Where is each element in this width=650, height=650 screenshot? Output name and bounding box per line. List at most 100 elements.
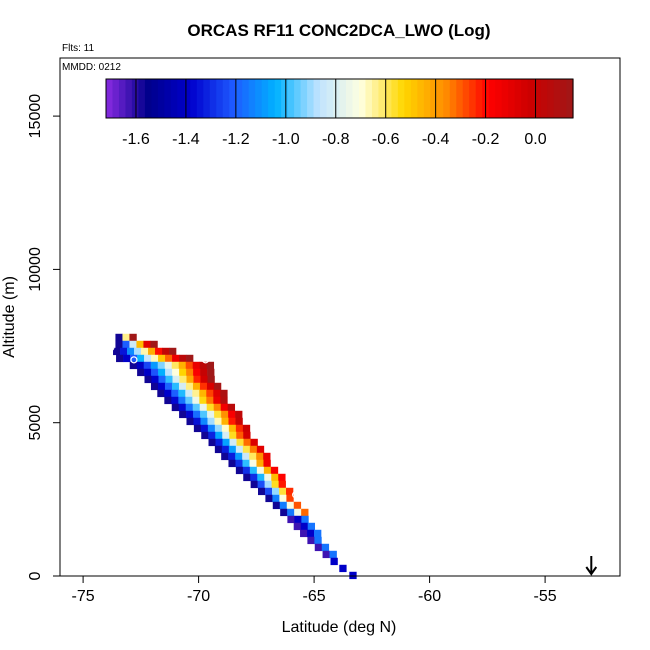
profile-cell (278, 480, 286, 489)
profile-cell (220, 403, 229, 412)
profile-cell (186, 354, 194, 363)
profile-cell (242, 452, 250, 461)
colorbar-segment (417, 79, 425, 118)
colorbar-segment (384, 79, 392, 118)
colorbar-segment (183, 79, 191, 118)
profile-cell (222, 431, 230, 440)
colorbar-segment (307, 79, 315, 118)
profile-cell (171, 396, 179, 405)
profile-cell (208, 431, 216, 440)
profile-cell (150, 382, 159, 391)
profile-cell (137, 354, 145, 363)
colorbar-segment (508, 79, 516, 118)
colorbar-tick-label: -0.2 (472, 131, 500, 148)
profile-cell (208, 438, 216, 447)
profile-cell (243, 438, 251, 447)
profile-cell (192, 361, 201, 370)
profile-cell (221, 424, 230, 433)
profile-cell (235, 445, 244, 454)
colorbar-segment (495, 79, 503, 118)
profile-cell (193, 417, 201, 426)
colorbar-segment (320, 79, 328, 118)
colorbar-segment (443, 79, 451, 118)
y-tick-label: 0 (27, 571, 44, 580)
profile-cell (294, 508, 302, 517)
flights-label: Flts: 11 (62, 43, 94, 54)
profile-cell (221, 445, 230, 454)
profile-cell (307, 522, 316, 531)
colorbar-segment (397, 79, 405, 118)
colorbar-segment (339, 79, 347, 118)
colorbar-tick-label: -1.0 (272, 131, 300, 148)
y-tick-label: 10000 (27, 247, 44, 292)
profile-cell (192, 382, 201, 391)
profile-cell (116, 354, 124, 363)
profile-cell (249, 445, 258, 454)
profile-cell (165, 354, 173, 363)
profile-cell (186, 368, 194, 377)
profile-cell (137, 368, 145, 377)
colorbar-segment (352, 79, 360, 118)
colorbar-segment (333, 79, 341, 118)
profile-cell (186, 410, 194, 419)
profile-cell (158, 354, 166, 363)
profile-cell (157, 389, 165, 398)
profile-cell (270, 466, 279, 475)
profile-cell (300, 529, 308, 538)
colorbar-segment (449, 79, 457, 118)
profile-cell (321, 543, 330, 552)
colorbar-segment (391, 79, 399, 118)
colorbar-tick-label: -1.4 (172, 131, 200, 148)
profile-cell (134, 347, 142, 356)
profile-cell (207, 410, 215, 419)
profile-cell (171, 361, 180, 370)
colorbar-segment (157, 79, 165, 118)
colorbar-segment (436, 79, 444, 118)
profile-cell (193, 368, 201, 377)
profile-cell (213, 396, 221, 405)
profile-cell (301, 508, 309, 517)
profile-cell (158, 368, 166, 377)
profile-cell (349, 571, 357, 580)
profile-cell (214, 410, 222, 419)
profile-cell (185, 403, 194, 412)
colorbar-segment (534, 79, 542, 118)
profile-cell (287, 515, 295, 524)
colorbar-segment (261, 79, 269, 118)
profile-cell (279, 487, 287, 496)
profile-cell (300, 522, 309, 531)
profile-cell (206, 396, 214, 405)
profile-cell (172, 368, 180, 377)
profile-cell (235, 410, 243, 419)
profile-cell (220, 389, 228, 398)
profile-cell (242, 445, 251, 454)
profile-cell (263, 452, 271, 461)
colorbar-segment (488, 79, 496, 118)
colorbar-segment (248, 79, 256, 118)
profile-cell (165, 375, 173, 384)
profile-cell (185, 396, 193, 405)
profile-cell (192, 396, 200, 405)
colorbar-segment (287, 79, 295, 118)
profile-cell (228, 459, 236, 468)
profile-cell (148, 347, 156, 356)
profile-cell (172, 354, 180, 363)
colorbar-tick-label: -0.8 (322, 131, 350, 148)
profile-cell (265, 494, 273, 503)
profile-cell (242, 424, 251, 433)
colorbar-segment (547, 79, 555, 118)
colorbar-segment (313, 79, 321, 118)
colorbar-frame (105, 78, 574, 119)
profile-cell (130, 354, 138, 363)
profile-cell (206, 361, 215, 370)
x-tick-label: -75 (72, 588, 95, 605)
profile-cell (206, 382, 215, 391)
arrow-down-icon (585, 556, 598, 576)
profile-cell (199, 382, 208, 391)
colorbar-segment (527, 79, 535, 118)
profile-cell (280, 508, 288, 517)
colorbar-segment (196, 79, 204, 118)
profile-cell (179, 375, 187, 384)
colorbar-segment (566, 79, 574, 118)
profile-marker (114, 324, 122, 332)
